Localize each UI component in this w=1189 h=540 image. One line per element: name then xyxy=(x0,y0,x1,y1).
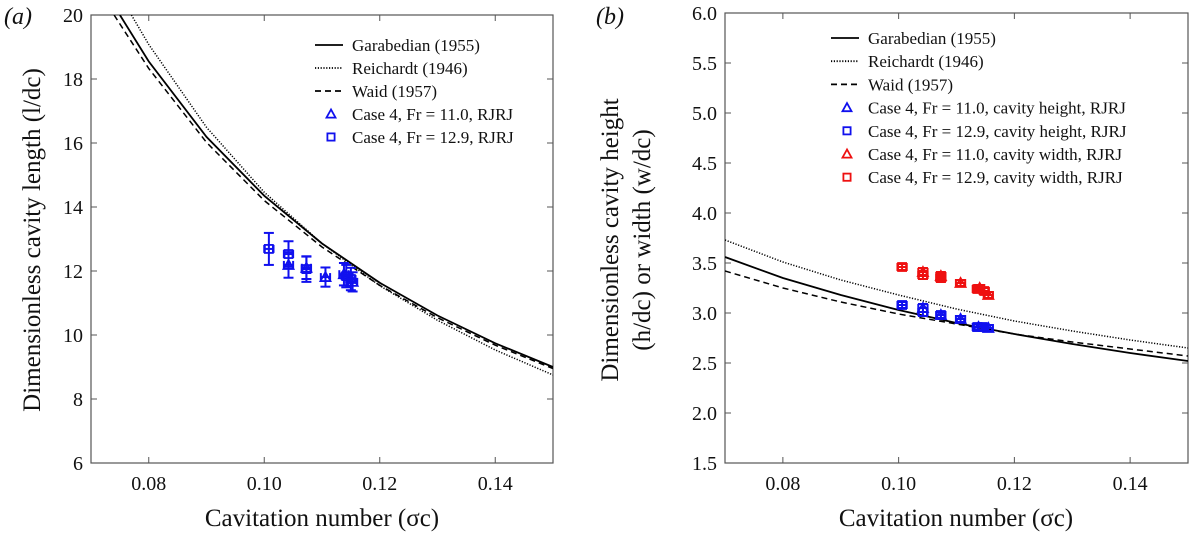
x-tick-label: 0.12 xyxy=(362,473,397,495)
marker-square xyxy=(979,286,990,296)
marker-square xyxy=(283,249,294,259)
plot-area-a xyxy=(113,15,553,376)
data-point-case-4-fr-12-9-cavity-height-rjrj xyxy=(935,310,947,320)
legend-label-garabedian-1955: Garabedian (1955) xyxy=(352,36,480,55)
series-line-garabedian-1955 xyxy=(119,15,553,368)
y-axis-label-a: Dimensionless cavity length (l/dc) xyxy=(19,68,46,412)
legend-label-case-4-fr-11-0-rjrj: Case 4, Fr = 11.0, RJRJ xyxy=(352,105,513,124)
legend-label-garabedian-1955: Garabedian (1955) xyxy=(868,29,996,48)
data-point-case-4-fr-12-9-cavity-height-rjrj xyxy=(896,300,908,310)
data-point-case-4-fr-12-9-cavity-height-rjrj xyxy=(976,322,989,332)
data-point-case-4-fr-12-9-rjrj xyxy=(345,266,357,292)
legend-label-waid-1957: Waid (1957) xyxy=(352,82,437,101)
panel-b: (b) Cavitation number (σc) Dimensionless… xyxy=(596,3,1189,532)
marker-square xyxy=(345,274,356,284)
series-line-waid-1957 xyxy=(725,270,1188,357)
marker-square xyxy=(263,244,274,254)
legend-marker-case-4-fr-11-0-rjrj xyxy=(324,107,338,119)
y-tick-label: 6.0 xyxy=(692,3,717,25)
series-line-reichardt-1946 xyxy=(130,15,553,376)
legend-marker-case-4-fr-12-9-cavity-width-rjrj xyxy=(842,172,852,182)
y-tick-label: 5.0 xyxy=(692,103,717,125)
x-tick-label: 0.08 xyxy=(765,473,800,495)
x-tick-label: 0.12 xyxy=(997,473,1032,495)
series-line-waid-1957 xyxy=(113,15,553,370)
marker-square xyxy=(935,310,946,320)
plot-area-b xyxy=(725,239,1188,362)
x-tick-label: 0.10 xyxy=(247,473,282,495)
marker-square xyxy=(918,270,928,280)
series-line-reichardt-1946 xyxy=(725,239,1188,349)
x-tick-label: 0.14 xyxy=(1113,473,1148,495)
data-point-case-4-fr-11-0-cavity-height-rjrj xyxy=(954,312,968,324)
marker-square xyxy=(977,322,988,332)
marker-square xyxy=(301,264,312,274)
y-tick-label: 6 xyxy=(73,453,83,475)
marker-triangle xyxy=(954,276,968,288)
marker-triangle xyxy=(318,270,332,282)
y-tick-label: 20 xyxy=(63,5,83,27)
y-tick-label: 1.5 xyxy=(692,453,717,475)
x-tick-label: 0.10 xyxy=(881,473,916,495)
data-point-case-4-fr-12-9-rjrj xyxy=(263,231,275,266)
y-tick-label: 12 xyxy=(63,261,83,283)
data-point-case-4-fr-12-9-cavity-width-rjrj xyxy=(896,262,908,272)
y-tick-label: 14 xyxy=(63,197,83,219)
y-tick-label: 18 xyxy=(63,69,83,91)
data-point-case-4-fr-12-9-cavity-height-rjrj xyxy=(917,307,929,317)
panel-label-b: (b) xyxy=(596,4,624,30)
legend-label-case-4-fr-12-9-cavity-height-rjrj: Case 4, Fr = 12.9, cavity height, RJRJ xyxy=(868,122,1127,141)
legend-label-case-4-fr-11-0-cavity-height-rjrj: Case 4, Fr = 11.0, cavity height, RJRJ xyxy=(868,99,1126,118)
y-tick-label: 4.0 xyxy=(692,203,717,225)
data-point-case-4-fr-12-9-cavity-width-rjrj xyxy=(935,273,947,283)
data-point-case-4-fr-11-0-rjrj xyxy=(318,266,332,288)
panel-a: (a) Cavitation number (σc) Dimensionless… xyxy=(4,4,554,532)
data-point-case-4-fr-12-9-cavity-width-rjrj xyxy=(978,286,990,296)
legend-label-waid-1957: Waid (1957) xyxy=(868,75,953,94)
y-axis-label-b-line2: (h/dc) or width (w/dc) xyxy=(629,129,656,350)
y-tick-label: 2.5 xyxy=(692,353,717,375)
legend-label-case-4-fr-11-0-cavity-width-rjrj: Case 4, Fr = 11.0, cavity width, RJRJ xyxy=(868,145,1122,164)
y-tick-label: 2.0 xyxy=(692,403,717,425)
legend-label-reichardt-1946: Reichardt (1946) xyxy=(868,52,984,71)
x-tick-label: 0.08 xyxy=(131,473,166,495)
legend-label-case-4-fr-12-9-cavity-width-rjrj: Case 4, Fr = 12.9, cavity width, RJRJ xyxy=(868,168,1123,187)
data-point-case-4-fr-11-0-cavity-width-rjrj xyxy=(954,276,968,288)
marker-square xyxy=(918,307,928,317)
legend-label-case-4-fr-12-9-rjrj: Case 4, Fr = 12.9, RJRJ xyxy=(352,128,514,147)
marker-square xyxy=(935,273,946,283)
y-tick-label: 3.0 xyxy=(692,303,717,325)
y-tick-label: 10 xyxy=(63,325,83,347)
plot-frame-a xyxy=(90,14,554,464)
y-tick-label: 5.5 xyxy=(692,53,717,75)
x-axis-label-a: Cavitation number (σc) xyxy=(205,505,439,532)
legend-label-reichardt-1946: Reichardt (1946) xyxy=(352,59,468,78)
panel-label-a: (a) xyxy=(4,4,32,30)
y-tick-label: 8 xyxy=(73,389,83,411)
y-tick-label: 4.5 xyxy=(692,153,717,175)
x-axis-label-b: Cavitation number (σc) xyxy=(839,505,1073,532)
legend-marker-case-4-fr-11-0-cavity-width-rjrj xyxy=(840,147,854,159)
y-axis-label-b-line1: Dimensionless cavity height xyxy=(597,98,624,381)
marker-triangle xyxy=(281,258,296,270)
plot-frame-b xyxy=(724,12,1189,464)
legend-marker-case-4-fr-11-0-cavity-height-rjrj xyxy=(840,101,854,113)
y-tick-label: 16 xyxy=(63,133,83,155)
marker-square xyxy=(897,262,907,272)
legend-marker-case-4-fr-12-9-cavity-height-rjrj xyxy=(842,126,852,136)
data-point-case-4-fr-12-9-rjrj xyxy=(282,240,295,268)
data-point-case-4-fr-12-9-cavity-width-rjrj xyxy=(917,270,929,280)
data-point-case-4-fr-12-9-rjrj xyxy=(300,255,313,283)
legend-marker-case-4-fr-12-9-rjrj xyxy=(326,132,336,142)
y-tick-label: 3.5 xyxy=(692,253,717,275)
marker-square xyxy=(897,300,907,310)
x-tick-label: 0.14 xyxy=(478,473,513,495)
marker-triangle xyxy=(954,312,968,324)
